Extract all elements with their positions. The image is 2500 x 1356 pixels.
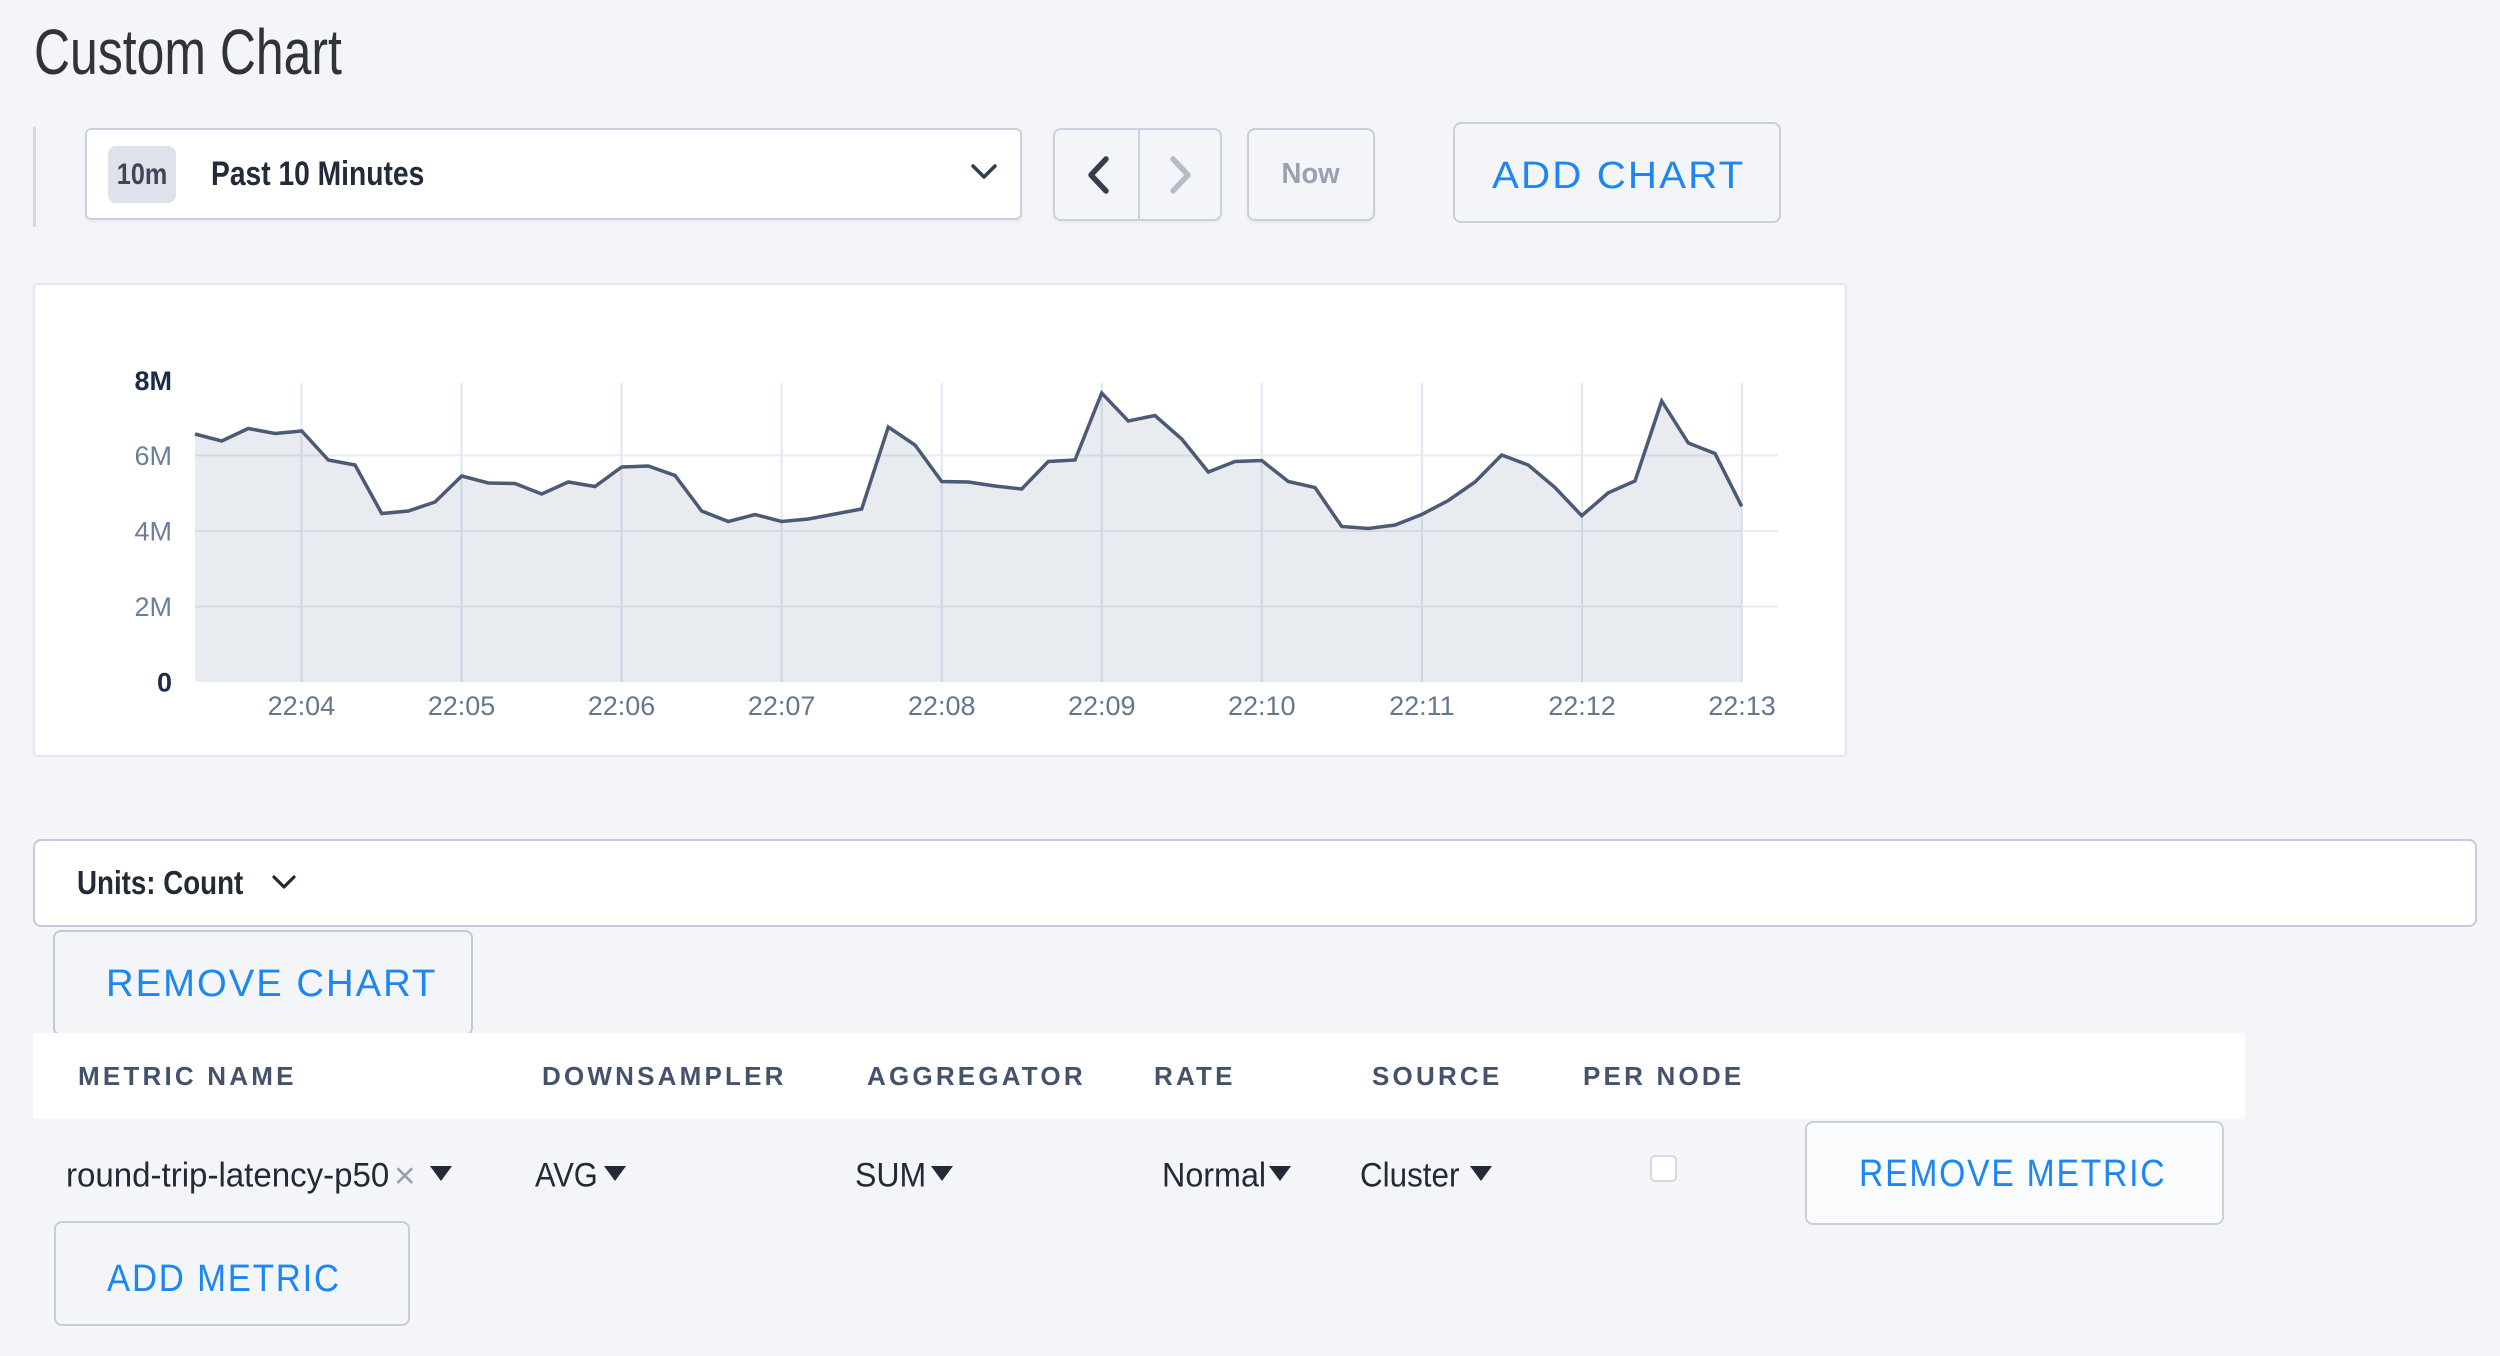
svg-text:6M: 6M bbox=[134, 441, 172, 471]
svg-text:22:13: 22:13 bbox=[1708, 691, 1776, 721]
svg-text:4M: 4M bbox=[134, 517, 172, 547]
svg-text:22:09: 22:09 bbox=[1068, 691, 1136, 721]
svg-text:22:05: 22:05 bbox=[428, 691, 496, 721]
svg-text:22:10: 22:10 bbox=[1228, 691, 1296, 721]
svg-text:22:06: 22:06 bbox=[588, 691, 656, 721]
svg-text:22:12: 22:12 bbox=[1548, 691, 1616, 721]
svg-text:22:08: 22:08 bbox=[908, 691, 976, 721]
svg-text:22:04: 22:04 bbox=[268, 691, 336, 721]
svg-text:22:11: 22:11 bbox=[1389, 691, 1455, 721]
svg-text:8M: 8M bbox=[134, 366, 172, 396]
svg-text:0: 0 bbox=[157, 668, 172, 698]
svg-text:2M: 2M bbox=[134, 592, 172, 622]
svg-text:22:07: 22:07 bbox=[748, 691, 816, 721]
